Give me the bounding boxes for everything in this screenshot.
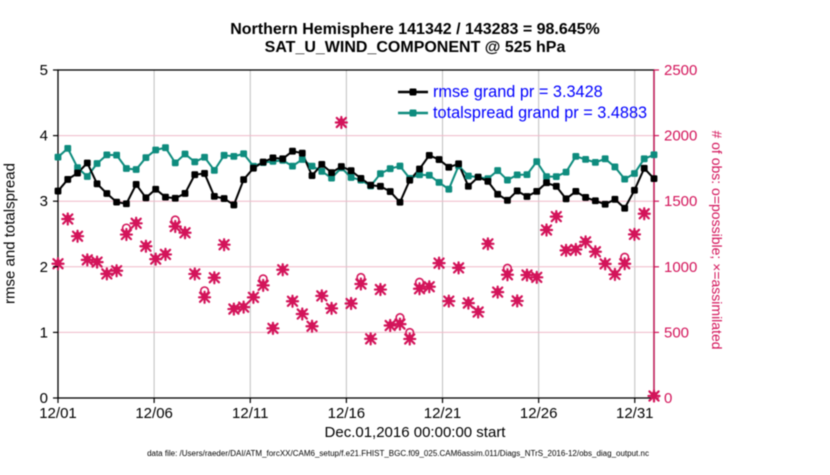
svg-text:12/21: 12/21 bbox=[424, 405, 462, 422]
svg-text:1: 1 bbox=[40, 324, 48, 341]
svg-text:0: 0 bbox=[664, 390, 672, 407]
svg-text:12/06: 12/06 bbox=[135, 405, 173, 422]
svg-text:4: 4 bbox=[40, 128, 48, 145]
svg-text:2: 2 bbox=[40, 259, 48, 276]
svg-text:3: 3 bbox=[40, 193, 48, 210]
svg-text:2500: 2500 bbox=[664, 62, 697, 79]
svg-text:12/16: 12/16 bbox=[328, 405, 366, 422]
svg-text:12/01: 12/01 bbox=[39, 405, 77, 422]
svg-text:rmse grand pr = 3.3428: rmse grand pr = 3.3428 bbox=[433, 83, 603, 101]
svg-text:12/11: 12/11 bbox=[232, 405, 268, 422]
svg-text:totalspread grand pr = 3.4883: totalspread grand pr = 3.4883 bbox=[433, 104, 647, 122]
svg-text:1000: 1000 bbox=[664, 259, 697, 276]
svg-text:2000: 2000 bbox=[664, 128, 697, 145]
svg-text:5: 5 bbox=[40, 62, 48, 79]
svg-text:500: 500 bbox=[664, 324, 689, 341]
svg-text:12/26: 12/26 bbox=[520, 405, 558, 422]
svg-text:1500: 1500 bbox=[664, 193, 697, 210]
svg-text:12/31: 12/31 bbox=[616, 405, 654, 422]
